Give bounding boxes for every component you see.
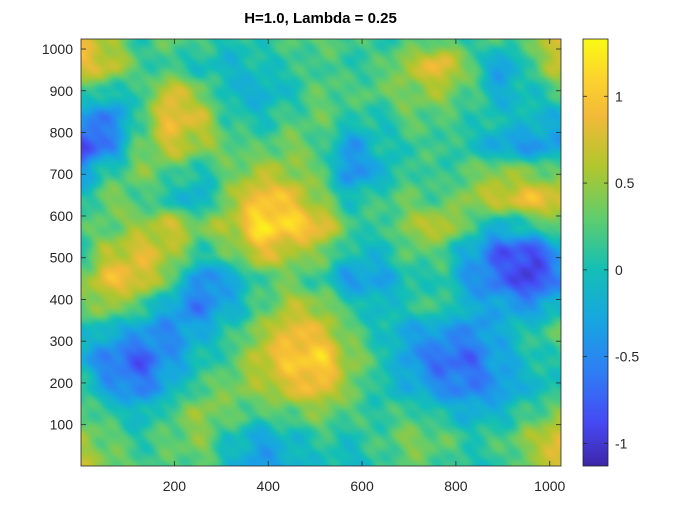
y-tick-label: 200	[50, 375, 74, 391]
colorbar-frame	[582, 38, 609, 467]
y-tick-label: 600	[50, 208, 74, 224]
colorbar-tick-label: 0.5	[615, 175, 635, 191]
y-tick-label: 800	[50, 124, 74, 140]
axes: 200 400 600 800 1000 100 200 300 400 500 600 700 800…	[42, 38, 566, 494]
colorbar-tick-label: -0.5	[615, 349, 639, 365]
y-tick-label: 900	[50, 83, 74, 99]
heatmap	[81, 39, 561, 466]
x-tick-label: 1000	[534, 478, 565, 494]
chart-title: H=1.0, Lambda = 0.25	[244, 10, 397, 27]
colorbar-tick-label: 0	[615, 262, 623, 278]
x-tick-label: 600	[350, 478, 374, 494]
y-tick-label: 100	[50, 417, 74, 433]
axes-frame	[80, 38, 562, 467]
x-tick-label: 800	[444, 478, 468, 494]
y-tick-label: 700	[50, 166, 74, 182]
colorbar-tick-label: 1	[615, 88, 623, 104]
y-tick-label: 1000	[42, 41, 73, 57]
colorbar-tick-label: -1	[615, 435, 628, 451]
x-tick-label: 200	[163, 478, 187, 494]
colorbar-gradient	[583, 39, 608, 466]
heatmap-image	[81, 39, 561, 466]
colorbar: -1 -0.5 0 0.5 1	[582, 38, 639, 467]
y-tick-label: 500	[50, 250, 74, 266]
x-tick-label: 400	[257, 478, 281, 494]
y-tick-label: 300	[50, 333, 74, 349]
y-tick-label: 400	[50, 291, 74, 307]
